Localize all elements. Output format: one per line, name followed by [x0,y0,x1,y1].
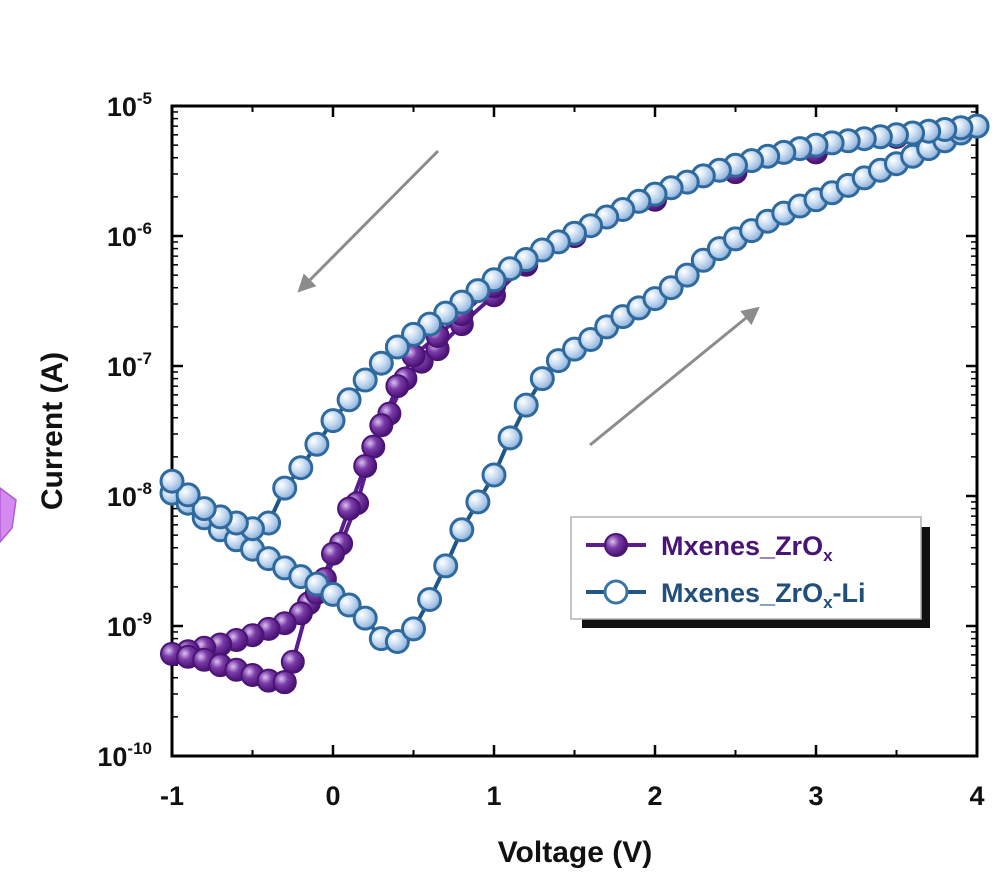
decorative-shape [0,487,17,544]
x-tick-labels: -1 0 1 2 3 4 [160,781,985,811]
data-point [385,374,410,399]
x-axis-title: Voltage (V) [498,836,652,869]
data-point [578,327,604,352]
legend-label-zrox: Mxenes_ZrOx [661,531,833,565]
data-point [384,334,410,360]
data-point [497,425,523,451]
x-tick-label: 2 [647,781,662,811]
data-point [337,496,362,521]
data-point [352,605,378,631]
data-point [465,489,491,515]
data-point [529,366,555,392]
legend-marker-zrox-li [603,579,629,605]
data-point [449,517,475,543]
y-tick-label: 10-6 [107,219,152,252]
x-tick-label: -1 [160,781,184,811]
data-point [288,455,314,481]
data-point [336,387,362,413]
data-point [353,454,378,478]
legend-label-zrox-li: Mxenes_ZrOx-Li [661,578,866,612]
data-point [280,649,305,674]
data-point [321,541,345,566]
y-tick-label: 10-8 [107,479,152,512]
x-tick-label: 4 [969,781,984,811]
series-layer [159,113,990,695]
data-point [272,475,298,501]
data-point [352,367,378,393]
data-point [272,670,297,695]
y-axis-title: Current (A) [36,352,69,510]
y-tick-label: 10-7 [107,349,152,382]
x-tick-label: 1 [486,781,501,811]
data-point [658,275,684,301]
y-tick-label: 10-10 [97,739,152,772]
data-point [191,496,217,522]
data-point [368,350,394,376]
data-point [320,408,346,434]
y-tick-labels: 10-5 10-6 10-7 10-8 10-9 10-10 [97,89,152,772]
data-point [401,616,426,642]
data-point [384,629,410,654]
data-point [481,462,507,488]
legend: Mxenes_ZrOx Mxenes_ZrOx-Li [570,516,930,628]
x-tick-label: 0 [325,781,340,811]
forward-sweep-arrow [589,306,760,447]
data-point [433,553,459,579]
reverse-sweep-arrow [297,149,440,293]
data-point [304,431,330,457]
data-point [159,468,185,494]
data-point [175,482,201,508]
series-Mxenes_ZrOx-Li [159,113,990,654]
data-point [369,413,394,438]
data-point [674,262,700,288]
y-tick-label: 10-9 [107,609,152,642]
x-tick-label: 3 [808,781,823,811]
legend-box [570,516,922,620]
data-point [401,321,426,347]
legend-marker-zrox [604,533,628,557]
y-tick-label: 10-5 [107,89,152,122]
data-point [513,392,539,418]
data-point [336,592,362,618]
data-point [417,587,443,612]
